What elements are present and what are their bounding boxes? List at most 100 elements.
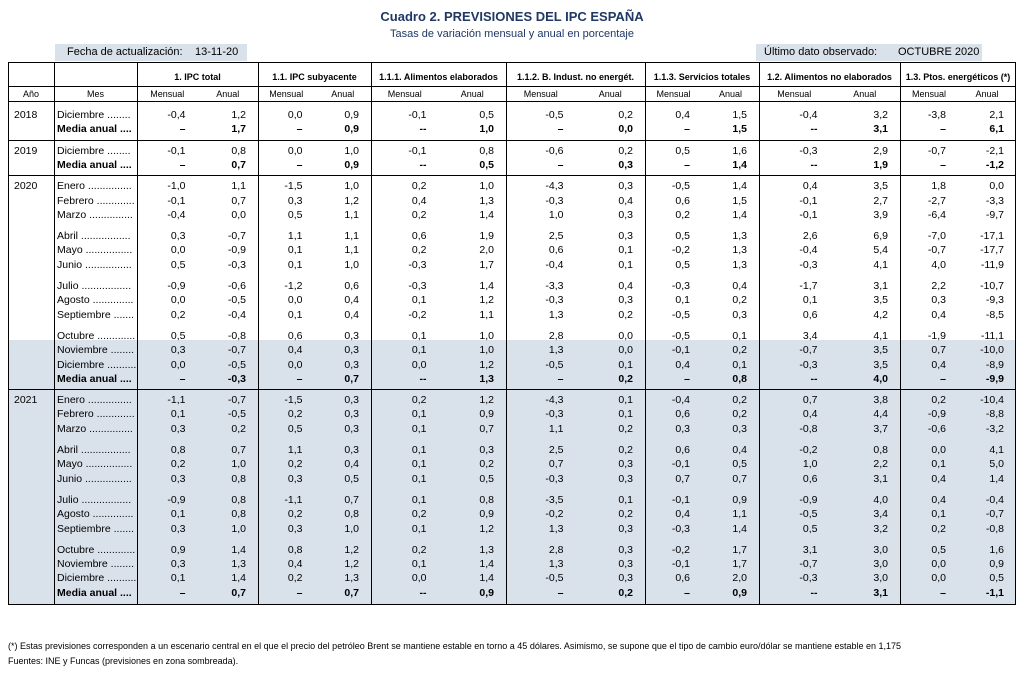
cell-annual: -0,5	[227, 294, 246, 307]
cell-annual: 1,6	[732, 144, 747, 157]
cell-monthly: -1,1	[167, 394, 186, 407]
cell-monthly: -0,2	[671, 543, 690, 556]
table-subtitle: Tasas de variación mensual y anual en po…	[390, 28, 634, 40]
cell-annual: 0,0	[618, 329, 633, 342]
rule-year-0	[8, 139, 1016, 141]
cell-annual: 4,1	[873, 329, 888, 342]
cell-monthly: 0,1	[802, 294, 818, 307]
cell-annual: 0,3	[732, 308, 747, 321]
cell-annual: 3,5	[873, 344, 888, 357]
cell-monthly: 0,7	[931, 344, 946, 357]
row-month: Abril .................	[57, 444, 131, 456]
cell-annual: 0,5	[479, 158, 494, 171]
cell-annual: 0,3	[344, 358, 359, 371]
cell-annual: 0,2	[732, 394, 747, 407]
cell-annual: 0,2	[618, 308, 633, 321]
cell-annual: -0,9	[227, 244, 246, 257]
row-month: Noviembre ........	[57, 558, 135, 571]
header-group-1: 1. IPC total	[174, 72, 221, 82]
cell-annual: 0,3	[618, 208, 633, 221]
cell-monthly: 2,2	[931, 280, 946, 292]
cell-monthly: -0,7	[927, 144, 946, 157]
cell-monthly: 0,4	[287, 558, 303, 571]
cell-annual: 0,8	[873, 444, 888, 456]
cell-monthly: 0,1	[411, 458, 427, 471]
row-month: Julio .................	[57, 493, 132, 506]
cell-monthly: –	[684, 158, 690, 171]
cell-annual: 3,1	[873, 280, 888, 292]
cell-annual: 1,2	[479, 358, 494, 371]
vline-group-0	[137, 62, 138, 604]
row-month: Mayo ................	[57, 244, 133, 257]
cell-annual: 3,0	[873, 558, 888, 571]
cell-annual: -9,7	[985, 208, 1004, 221]
cell-annual: -0,7	[227, 230, 246, 243]
cell-monthly: –	[557, 158, 564, 171]
cell-monthly: 0,9	[170, 543, 186, 556]
cell-monthly: 1,3	[548, 308, 564, 321]
cell-annual: 0,4	[618, 194, 633, 207]
update-date-label: Fecha de actualización:	[67, 46, 183, 58]
cell-monthly: -0,5	[545, 109, 564, 121]
header-group-5: 1.1.3. Servicios totales	[653, 72, 751, 82]
row-year: 2018	[14, 109, 38, 121]
cell-annual: 0,3	[618, 230, 633, 243]
cell-annual: 1,0	[479, 329, 494, 342]
cell-monthly: –	[179, 158, 186, 171]
cell-monthly: -1,5	[284, 180, 303, 193]
cell-annual: 1,9	[873, 158, 888, 171]
cell-annual: 3,9	[873, 208, 888, 221]
cell-annual: 1,3	[732, 244, 747, 257]
cell-monthly: 0,2	[411, 208, 427, 221]
cell-monthly: -3,8	[927, 109, 946, 121]
cell-annual: 3,0	[873, 572, 888, 585]
row-year: 2020	[14, 180, 38, 193]
cell-monthly: –	[557, 372, 564, 385]
cell-monthly: -0,3	[671, 522, 690, 535]
cell-monthly: 4,0	[931, 258, 946, 271]
cell-annual: 0,9	[732, 493, 747, 506]
cell-annual: 1,4	[732, 158, 747, 171]
cell-monthly: 0,6	[548, 244, 564, 257]
cell-monthly: 0,0	[931, 444, 946, 456]
row-month: Abril .................	[57, 230, 131, 243]
cell-monthly: 0,8	[287, 543, 303, 556]
cell-monthly: 0,2	[931, 394, 946, 407]
cell-annual: 0,3	[344, 394, 359, 407]
cell-annual: -3,3	[985, 194, 1004, 207]
cell-annual: 0,2	[618, 109, 633, 121]
cell-annual: 0,1	[732, 329, 747, 342]
cell-annual: 0,7	[344, 586, 359, 599]
cell-annual: 0,9	[344, 123, 359, 136]
cell-annual: 1,5	[732, 123, 747, 136]
cell-monthly: 0,2	[411, 180, 427, 193]
cell-annual: 1,2	[479, 294, 494, 307]
cell-annual: 4,1	[873, 258, 888, 271]
cell-annual: 1,2	[479, 522, 494, 535]
cell-annual: 1,2	[479, 394, 494, 407]
vline-year	[54, 62, 55, 604]
cell-monthly: -2,7	[927, 194, 946, 207]
cell-annual: 0,8	[231, 508, 246, 521]
cell-annual: 1,1	[344, 208, 359, 221]
cell-annual: 0,0	[231, 208, 246, 221]
row-media-label: Media anual ....	[57, 158, 132, 171]
cell-annual: 0,8	[479, 493, 494, 506]
cell-monthly: -0,5	[671, 308, 690, 321]
cell-annual: -0,6	[227, 280, 246, 292]
cell-monthly: --	[419, 123, 427, 136]
cell-annual: 1,6	[989, 543, 1004, 556]
cell-monthly: 1,1	[287, 230, 303, 243]
cell-annual: 6,1	[989, 123, 1004, 136]
update-date-value: 13-11-20	[195, 46, 239, 58]
cell-annual: 1,3	[344, 572, 359, 585]
header-group-6: 1.2. Alimentos no elaborados	[767, 72, 892, 82]
cell-monthly: -0,9	[799, 493, 818, 506]
cell-annual: -8,5	[985, 308, 1004, 321]
cell-monthly: -7,0	[927, 230, 946, 243]
last-data-label: Último dato observado:	[764, 46, 878, 58]
cell-monthly: 0,0	[170, 358, 186, 371]
cell-annual: 1,7	[231, 123, 246, 136]
cell-monthly: -1,9	[927, 329, 946, 342]
cell-monthly: 0,1	[931, 508, 946, 521]
